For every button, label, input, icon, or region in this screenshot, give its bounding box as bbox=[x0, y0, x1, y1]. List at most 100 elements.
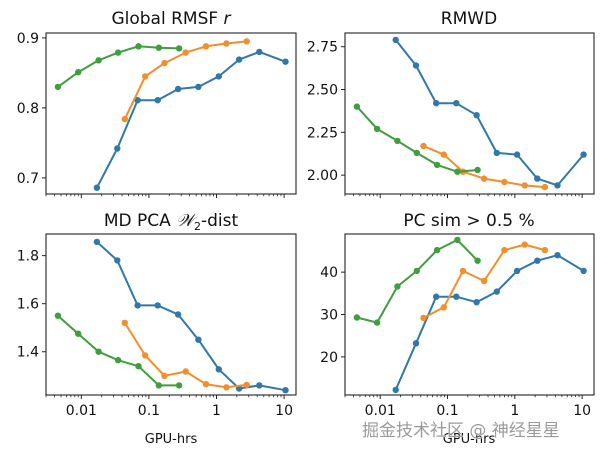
data-point-blue bbox=[114, 257, 121, 264]
data-point-blue bbox=[580, 267, 587, 275]
data-point-green bbox=[373, 319, 381, 326]
data-point-green bbox=[394, 283, 401, 290]
data-point-green bbox=[353, 314, 361, 321]
series-line-blue bbox=[96, 50, 286, 189]
data-point-orange bbox=[521, 182, 528, 189]
data-point-orange bbox=[501, 246, 508, 254]
data-point-blue bbox=[235, 56, 243, 63]
data-point-green bbox=[175, 382, 183, 389]
panel-md-pca-w2-dist: MD PCA 𝒲2-dist GPU-hrs 1.4 1.6 1.8 0.01 0.1 1… bbox=[17, 211, 297, 447]
x-tick-label: 0.1 bbox=[436, 403, 458, 419]
data-point-green bbox=[454, 168, 461, 175]
data-point-green bbox=[54, 83, 62, 91]
watermark: 掘金技术社区 @ 神经星星 bbox=[362, 421, 560, 441]
data-point-green bbox=[75, 69, 82, 76]
data-point-orange bbox=[121, 115, 128, 123]
panel-title: MD PCA 𝒲2-dist bbox=[104, 211, 239, 233]
y-tick-label: 2.50 bbox=[307, 83, 338, 99]
data-point-blue bbox=[473, 299, 480, 306]
data-point-blue bbox=[93, 238, 101, 246]
data-point-green bbox=[95, 57, 102, 64]
y-tick-label: 1.8 bbox=[17, 249, 39, 265]
panel-title: Global RMSF r bbox=[111, 9, 231, 29]
data-point-orange bbox=[480, 277, 488, 285]
data-point-orange bbox=[480, 175, 488, 182]
data-point-green bbox=[114, 49, 122, 56]
data-point-orange bbox=[202, 43, 210, 50]
data-point-green bbox=[413, 149, 420, 157]
y-tick-label: 40 bbox=[320, 265, 338, 281]
y-tick-label: 2.00 bbox=[307, 168, 338, 184]
data-point-orange bbox=[440, 151, 447, 158]
data-point-green bbox=[474, 166, 481, 174]
data-point-orange bbox=[521, 241, 528, 248]
data-point-blue bbox=[493, 149, 500, 157]
data-point-green bbox=[155, 382, 162, 389]
data-point-green bbox=[433, 161, 441, 169]
data-point-green bbox=[54, 312, 62, 319]
y-tick-label: 1.6 bbox=[17, 297, 39, 313]
data-point-blue bbox=[554, 182, 561, 189]
panel-title: RMWD bbox=[441, 9, 497, 29]
data-point-orange bbox=[161, 59, 168, 67]
data-point-blue bbox=[554, 252, 561, 259]
x-tick-label: 1 bbox=[212, 403, 221, 419]
data-point-green bbox=[114, 357, 122, 364]
panel-global-rmsf: Global RMSF r 0.7 0.8 0.9 bbox=[17, 9, 297, 198]
data-point-green bbox=[433, 246, 441, 254]
data-point-blue bbox=[412, 340, 420, 347]
panel-title: PC sim > 0.5 % bbox=[403, 211, 534, 231]
data-point-blue bbox=[392, 36, 399, 44]
series-line-blue bbox=[96, 241, 286, 392]
data-point-blue bbox=[433, 293, 440, 300]
data-point-green bbox=[353, 103, 361, 110]
data-point-blue bbox=[473, 112, 480, 119]
data-point-orange bbox=[142, 73, 149, 80]
data-point-orange bbox=[541, 246, 549, 254]
y-tick-label: 0.9 bbox=[17, 31, 39, 47]
data-point-orange bbox=[202, 381, 210, 388]
x-tick-label: 1 bbox=[510, 403, 519, 419]
data-point-green bbox=[454, 236, 461, 244]
x-axis-label: GPU-hrs bbox=[443, 432, 496, 447]
data-point-blue bbox=[195, 83, 202, 91]
data-point-blue bbox=[134, 302, 141, 309]
series-line-blue bbox=[394, 39, 585, 187]
data-point-blue bbox=[513, 267, 521, 275]
data-point-blue bbox=[154, 302, 161, 309]
data-point-blue bbox=[134, 97, 141, 104]
data-point-orange bbox=[541, 183, 549, 191]
data-point-blue bbox=[453, 293, 460, 300]
data-point-orange bbox=[420, 314, 427, 322]
axes-frame bbox=[45, 32, 297, 195]
data-point-blue bbox=[392, 386, 399, 394]
data-point-orange bbox=[223, 40, 230, 47]
x-tick-label: 10 bbox=[275, 403, 293, 419]
data-point-blue bbox=[453, 100, 460, 107]
data-point-orange bbox=[459, 267, 467, 275]
data-point-orange bbox=[501, 178, 508, 186]
x-tick-label: 0.1 bbox=[138, 403, 160, 419]
y-tick-label: 2.25 bbox=[307, 125, 338, 141]
y-tick-label: 30 bbox=[320, 308, 338, 324]
data-point-orange bbox=[440, 304, 447, 311]
data-point-blue bbox=[93, 184, 101, 191]
axes-frame bbox=[45, 233, 297, 396]
data-point-green bbox=[75, 330, 82, 337]
data-point-orange bbox=[182, 368, 189, 375]
data-point-blue bbox=[195, 336, 202, 343]
data-point-green bbox=[135, 363, 142, 370]
data-point-orange bbox=[420, 142, 427, 150]
y-tick-label: 2.75 bbox=[307, 40, 338, 56]
data-point-orange bbox=[243, 38, 250, 45]
data-point-blue bbox=[114, 145, 121, 152]
data-point-blue bbox=[256, 48, 263, 56]
panel-pc-sim: PC sim > 0.5 % GPU-hrs 20 30 40 0.01 0.1 1 10 bbox=[320, 211, 595, 447]
data-point-orange bbox=[243, 381, 250, 389]
data-point-green bbox=[155, 44, 162, 51]
data-point-blue bbox=[433, 100, 440, 107]
series-line-green bbox=[57, 314, 180, 387]
data-point-blue bbox=[513, 151, 521, 158]
axes-frame bbox=[344, 32, 595, 195]
series-line-blue bbox=[394, 254, 585, 391]
